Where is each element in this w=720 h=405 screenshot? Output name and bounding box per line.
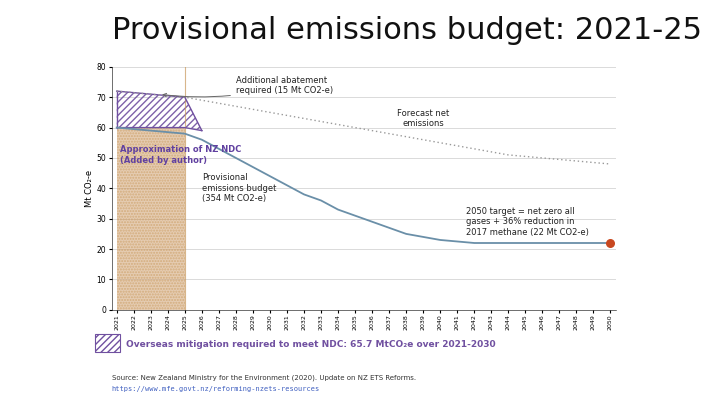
Text: ECONOMIC & PUBLIC POLICY RESEARCH: ECONOMIC & PUBLIC POLICY RESEARCH: [473, 14, 614, 20]
Text: Forecast net
emissions: Forecast net emissions: [397, 109, 449, 128]
Text: Approximation of NZ NDC
(Added by author): Approximation of NZ NDC (Added by author…: [120, 145, 241, 164]
Y-axis label: Mt CO₂-e: Mt CO₂-e: [84, 170, 94, 207]
Text: Provisional
emissions budget
(354 Mt CO2-e): Provisional emissions budget (354 Mt CO2…: [202, 173, 276, 203]
Text: 2050 target = net zero all
gases + 36% reduction in
2017 methane (22 Mt CO2-e): 2050 target = net zero all gases + 36% r…: [466, 207, 589, 237]
Bar: [95, 335, 120, 352]
Point: [605, 240, 616, 246]
Text: Source: New Zealand Ministry for the Environment (2020). Update on NZ ETS Reform: Source: New Zealand Ministry for the Env…: [112, 375, 415, 381]
Text: Provisional emissions budget: 2021-25: Provisional emissions budget: 2021-25: [112, 16, 701, 45]
Text: Motu: Motu: [25, 11, 60, 24]
Text: Overseas mitigation required to meet NDC: 65.7 MtCO₂e over 2021-2030: Overseas mitigation required to meet NDC…: [126, 340, 495, 349]
Text: https://www.mfe.govt.nz/reforming-nzets-resources: https://www.mfe.govt.nz/reforming-nzets-…: [112, 386, 320, 392]
Text: Additional abatement
required (15 Mt CO2-e): Additional abatement required (15 Mt CO2…: [163, 76, 333, 97]
